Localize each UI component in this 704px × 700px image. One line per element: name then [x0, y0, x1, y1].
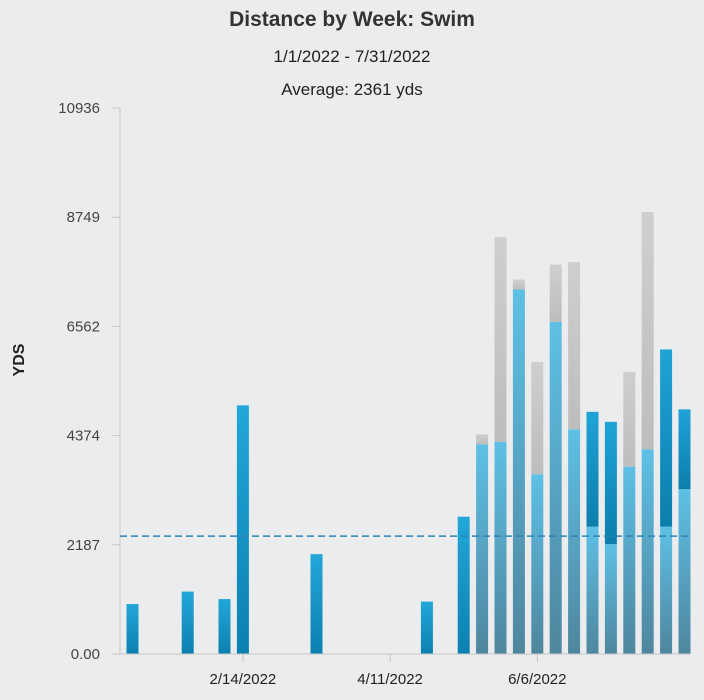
x-tick-label: 2/14/2022: [210, 671, 277, 688]
bar-segment-lower[interactable]: [218, 599, 231, 654]
bar-segment-lower[interactable]: [126, 604, 139, 654]
bar-segment-lower[interactable]: [641, 449, 654, 654]
bar-segment-lower[interactable]: [568, 429, 581, 654]
y-tick-label: 8749: [67, 209, 100, 226]
bar-segment-upper[interactable]: [531, 361, 544, 475]
chart-average-label: Average: 2361 yds: [281, 80, 423, 99]
bar-segment-upper[interactable]: [568, 262, 581, 430]
bar-segment-upper[interactable]: [476, 434, 489, 445]
bar-segment-lower[interactable]: [604, 544, 617, 654]
chart-date-range: 1/1/2022 - 7/31/2022: [273, 47, 431, 66]
bar-segment-lower[interactable]: [236, 405, 249, 654]
bar-segment-upper[interactable]: [549, 264, 562, 322]
bar-segment-upper[interactable]: [512, 279, 525, 290]
bar-segment-lower[interactable]: [678, 489, 691, 654]
bar-segment-upper[interactable]: [494, 237, 507, 442]
bar-segment-lower[interactable]: [531, 474, 544, 654]
y-tick-label: 10936: [58, 100, 100, 117]
bar-segment-lower[interactable]: [181, 591, 194, 654]
bar-segment-lower[interactable]: [512, 289, 525, 654]
bar-segment-lower[interactable]: [310, 554, 323, 654]
bar-segment-middle[interactable]: [660, 349, 673, 527]
bar-segment-lower[interactable]: [549, 321, 562, 654]
y-tick-label: 4374: [67, 428, 100, 445]
y-tick-label: 6562: [67, 318, 100, 335]
y-tick-label: 2187: [67, 537, 100, 554]
chart-title: Distance by Week: Swim: [229, 8, 475, 31]
bar-segment-middle[interactable]: [678, 409, 691, 490]
x-tick-label: 4/11/2022: [357, 671, 423, 688]
bar-segment-middle[interactable]: [604, 421, 617, 545]
y-axis-label: YDS: [11, 343, 28, 376]
y-tick-label: 0.00: [71, 646, 100, 663]
bar-segment-lower[interactable]: [660, 526, 673, 654]
bar-segment-lower[interactable]: [494, 441, 507, 654]
bar-segment-upper[interactable]: [641, 212, 654, 450]
bar-segment-lower[interactable]: [476, 444, 489, 654]
bar-segment-upper[interactable]: [623, 371, 636, 467]
bar-segment-lower[interactable]: [420, 601, 433, 654]
bar-segment-lower[interactable]: [623, 466, 636, 654]
x-tick-label: 6/6/2022: [508, 671, 566, 688]
bar-segment-lower[interactable]: [457, 516, 470, 654]
bar-segment-middle[interactable]: [586, 411, 599, 527]
bar-segment-lower[interactable]: [586, 526, 599, 654]
